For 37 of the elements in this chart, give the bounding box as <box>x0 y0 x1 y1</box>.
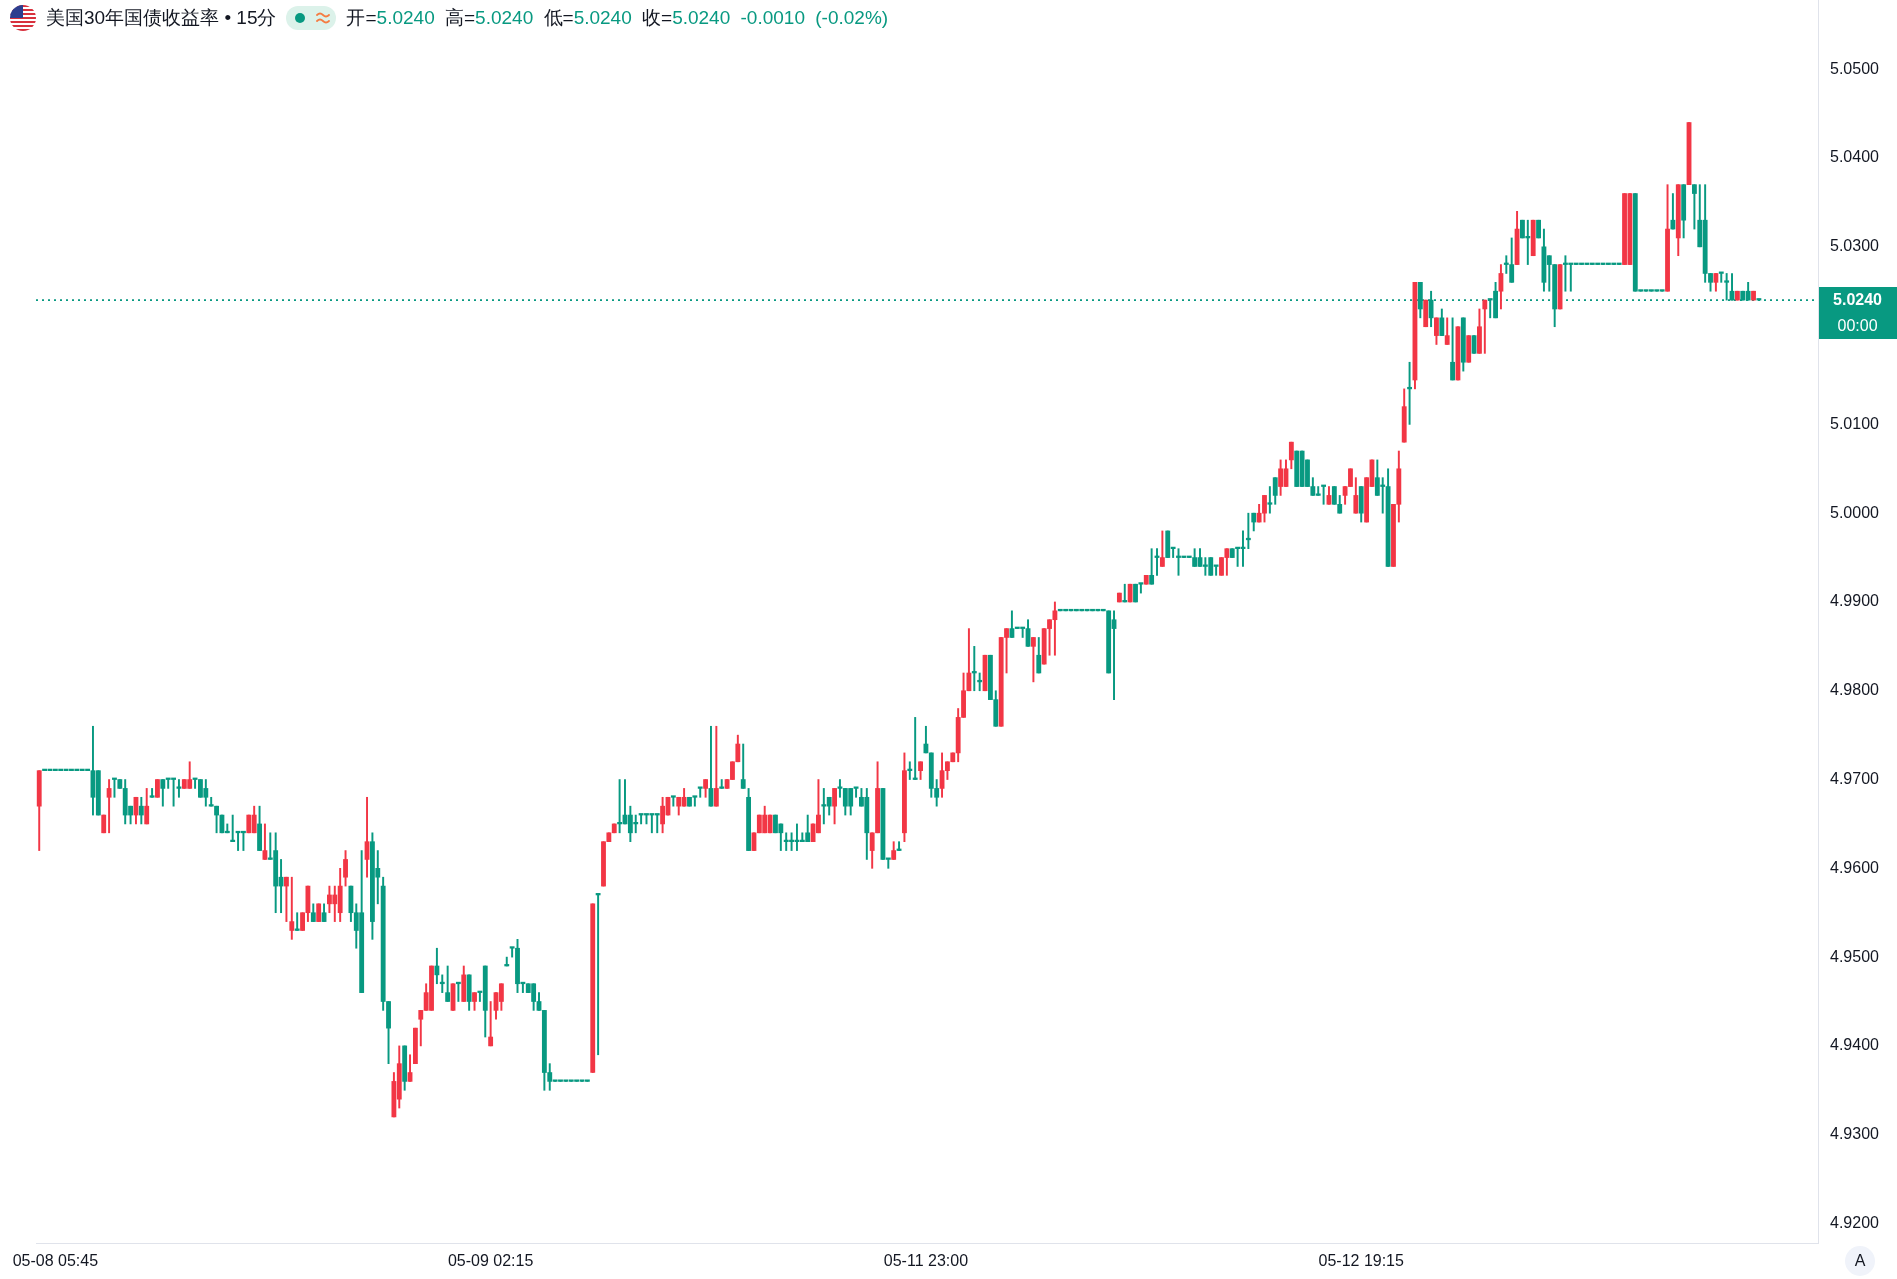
candlestick <box>697 786 703 798</box>
text: 00:00 <box>1837 316 1878 334</box>
chart-title: 美国30年国债收益率 • 15分 <box>46 6 277 30</box>
ref-line-label: 5.0240 <box>1833 290 1883 308</box>
candlestick <box>670 795 676 807</box>
y-tick-label: 4.9200 <box>1830 1213 1880 1231</box>
candlestick <box>1245 512 1251 550</box>
candlestick <box>912 717 918 780</box>
candlestick <box>1718 271 1724 283</box>
text: A <box>1845 1246 1875 1276</box>
y-tick-label: 5.0400 <box>1830 148 1880 166</box>
y-tick-label: 4.9400 <box>1830 1036 1880 1054</box>
candlestick <box>1267 486 1273 514</box>
candlestick <box>1321 484 1327 505</box>
candlestick <box>294 912 300 931</box>
candlestick <box>230 814 236 843</box>
text: 开=5.0240 高=5.0240 低=5.0240 收=5.0240 -0.0010 (-0.02%) <box>346 7 889 28</box>
candlestick <box>617 779 623 834</box>
x-tick-label: 05-08 05:45 <box>12 1252 99 1270</box>
candlestick <box>971 646 977 692</box>
x-tick-label: 05-09 02:15 <box>447 1252 534 1270</box>
y-tick-label: 4.9600 <box>1830 858 1880 876</box>
x-tick-label: 05-12 19:15 <box>1318 1252 1405 1270</box>
y-tick-label: 4.9500 <box>1830 947 1880 965</box>
candlestick <box>455 981 461 1002</box>
y-tick-label: 4.9900 <box>1830 592 1880 610</box>
y-tick-label: 5.0100 <box>1830 414 1880 432</box>
y-tick-label: 5.0000 <box>1830 503 1880 521</box>
y-tick-label: 4.9300 <box>1830 1125 1880 1143</box>
y-tick-label: 5.0500 <box>1830 59 1880 77</box>
y-tick-label: 5.0300 <box>1830 237 1880 255</box>
y-tick-label: 4.9800 <box>1830 681 1880 699</box>
candlestick <box>907 761 913 780</box>
x-tick-label: 05-11 23:00 <box>883 1252 969 1270</box>
y-tick-label: 4.9700 <box>1830 769 1880 787</box>
candlestick <box>1407 361 1413 425</box>
candlestick <box>595 893 601 1056</box>
